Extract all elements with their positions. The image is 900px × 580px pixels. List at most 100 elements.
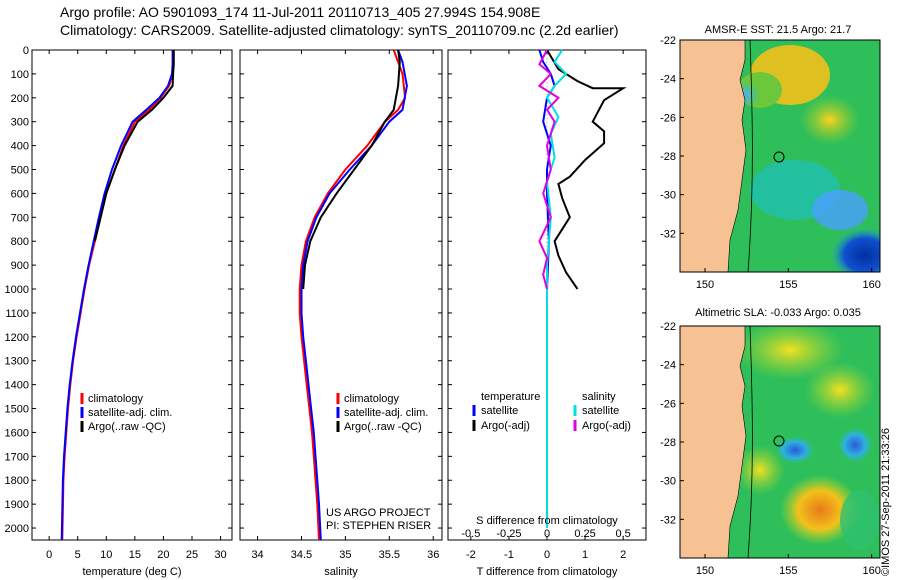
legend-title-temperature: temperature bbox=[481, 391, 540, 403]
map-x-tick-label: 150 bbox=[696, 279, 714, 291]
series-line-satellite-adj-clim bbox=[300, 49, 408, 541]
map-y-tick-label: -26 bbox=[660, 398, 676, 410]
y-tick-label: 1900 bbox=[5, 499, 29, 511]
difference-xlabel-top: S difference from climatology bbox=[476, 515, 618, 527]
salinity-xlabel: salinity bbox=[324, 566, 358, 578]
legend-label-temp-argo: Argo(-adj) bbox=[481, 420, 530, 432]
y-tick-label: 200 bbox=[11, 93, 29, 105]
x-tick-label: 25 bbox=[186, 549, 198, 561]
series-line-argo-raw-qc bbox=[93, 50, 175, 242]
x-tick-label: 35 bbox=[339, 549, 351, 561]
series-line-salinity-argo-adj bbox=[537, 49, 560, 290]
salinity-axes-frame bbox=[239, 49, 443, 541]
map-y-tick-label: -22 bbox=[660, 35, 676, 47]
project-annotation-line1: US ARGO PROJECT bbox=[326, 507, 431, 519]
y-tick-label: 1400 bbox=[5, 380, 29, 392]
x-tick-label: 0 bbox=[544, 549, 550, 561]
map-x-tick-label: 155 bbox=[779, 279, 797, 291]
series-line-climatology bbox=[298, 49, 407, 541]
y-tick-label: 1000 bbox=[5, 284, 29, 296]
x-tick-label: 15 bbox=[129, 549, 141, 561]
x-tick-label-top: 0.25 bbox=[574, 528, 595, 540]
x-tick-label-top: 0.5 bbox=[616, 528, 631, 540]
sla-map: Altimetric SLA: -0.033 Argo: 0.035 150 15… bbox=[660, 307, 881, 577]
series-line-temperature-argo-adj bbox=[546, 49, 627, 290]
map-y-tick-label: -30 bbox=[660, 190, 676, 202]
x-tick-label: 34 bbox=[251, 549, 263, 561]
series-line-satellite-adj-clim bbox=[60, 50, 174, 541]
argo-position-marker bbox=[773, 435, 785, 447]
map-y-tick-label: -28 bbox=[660, 151, 676, 163]
y-tick-label: 700 bbox=[11, 212, 29, 224]
x-tick-label: 34.5 bbox=[291, 549, 312, 561]
series-line-argo-raw-qc bbox=[302, 49, 401, 290]
x-tick-label: 0 bbox=[46, 549, 52, 561]
x-tick-label: 35.5 bbox=[379, 549, 400, 561]
salinity-panel: 34 34.5 35 35.5 36 salinity climatology sate… bbox=[239, 49, 443, 578]
map-x-tick-label: 160 bbox=[862, 279, 880, 291]
y-tick-label: 900 bbox=[11, 260, 29, 272]
x-tick-label-top: -0.5 bbox=[461, 528, 480, 540]
y-tick-label: 400 bbox=[11, 141, 29, 153]
x-tick-label: 5 bbox=[75, 549, 81, 561]
difference-legend: temperature salinity satellite Argo(-adj… bbox=[472, 391, 631, 432]
temperature-panel: 0100200300400500600700800900100011001200… bbox=[5, 45, 233, 578]
y-tick-label: 1200 bbox=[5, 332, 29, 344]
sst-map-title: AMSR-E SST: 21.5 Argo: 21.7 bbox=[705, 24, 852, 36]
legend-label-sal-satellite: satellite bbox=[582, 405, 619, 417]
y-tick-label: 800 bbox=[11, 236, 29, 248]
map-x-tick-label: 150 bbox=[696, 565, 714, 577]
y-tick-label: 1100 bbox=[5, 308, 29, 320]
sla-map-title: Altimetric SLA: -0.033 Argo: 0.035 bbox=[695, 307, 861, 319]
map-y-tick-label: -32 bbox=[660, 514, 676, 526]
sst-map: AMSR-E SST: 21.5 Argo: 21.7 150 155 160 -22… bbox=[660, 24, 881, 291]
y-tick-label: 0 bbox=[23, 45, 29, 57]
x-tick-label: 36 bbox=[427, 549, 439, 561]
x-tick-label: 1 bbox=[582, 549, 588, 561]
project-annotation-line2: PI: STEPHEN RISER bbox=[326, 520, 431, 532]
timestamp-watermark: ©IMOS 27-Sep-2011 21:33:26 bbox=[880, 428, 892, 576]
y-tick-label: 1600 bbox=[5, 427, 29, 439]
difference-xlabel: T difference from climatology bbox=[477, 566, 618, 578]
legend-label-temp-satellite: satellite bbox=[481, 405, 518, 417]
temperature-legend: climatology satellite-adj. clim. Argo(..… bbox=[80, 393, 172, 433]
map-y-tick-label: -24 bbox=[660, 74, 676, 86]
x-tick-label: -1 bbox=[504, 549, 514, 561]
map-x-tick-label: 155 bbox=[779, 565, 797, 577]
legend-label-argo: Argo(..raw -QC) bbox=[88, 421, 166, 433]
y-tick-label: 2000 bbox=[5, 523, 29, 535]
y-tick-label: 1300 bbox=[5, 356, 29, 368]
x-tick-label: 2 bbox=[620, 549, 626, 561]
legend-label-satellite: satellite-adj. clim. bbox=[88, 407, 172, 419]
legend-label-climatology: climatology bbox=[344, 393, 400, 405]
y-tick-label: 1500 bbox=[5, 404, 29, 416]
y-tick-label: 1800 bbox=[5, 475, 29, 487]
x-tick-label: 10 bbox=[100, 549, 112, 561]
y-tick-label: 1700 bbox=[5, 451, 29, 463]
argo-position-marker bbox=[773, 151, 785, 163]
y-tick-label: 100 bbox=[11, 69, 29, 81]
chart-title-line2: Climatology: CARS2009. Satellite-adjuste… bbox=[60, 22, 619, 38]
map-y-tick-label: -28 bbox=[660, 437, 676, 449]
difference-panel: -2 -1 0 1 2-0.5 -0.25 0 0.25 0.5 S difference fr… bbox=[447, 49, 647, 578]
temperature-xlabel: temperature (deg C) bbox=[82, 566, 181, 578]
map-x-tick-label: 160 bbox=[862, 565, 880, 577]
y-tick-label: 300 bbox=[11, 117, 29, 129]
legend-label-sal-argo: Argo(-adj) bbox=[582, 420, 631, 432]
x-tick-label-top: -0.25 bbox=[496, 528, 521, 540]
map-y-tick-label: -30 bbox=[660, 476, 676, 488]
legend-label-satellite: satellite-adj. clim. bbox=[344, 407, 428, 419]
map-y-tick-label: -24 bbox=[660, 360, 676, 372]
legend-title-salinity: salinity bbox=[582, 391, 616, 403]
series-line-salinity-satellite bbox=[545, 49, 568, 528]
map-y-tick-label: -22 bbox=[660, 321, 676, 333]
x-tick-label: 20 bbox=[157, 549, 169, 561]
legend-label-argo: Argo(..raw -QC) bbox=[344, 421, 422, 433]
salinity-legend: climatology satellite-adj. clim. Argo(..… bbox=[336, 393, 428, 433]
y-tick-label: 600 bbox=[11, 188, 29, 200]
map-y-tick-label: -26 bbox=[660, 112, 676, 124]
chart-title-line1: Argo profile: AO 5901093_174 11-Jul-2011… bbox=[60, 4, 541, 20]
x-tick-label: 30 bbox=[214, 549, 226, 561]
x-tick-label: -2 bbox=[466, 549, 476, 561]
